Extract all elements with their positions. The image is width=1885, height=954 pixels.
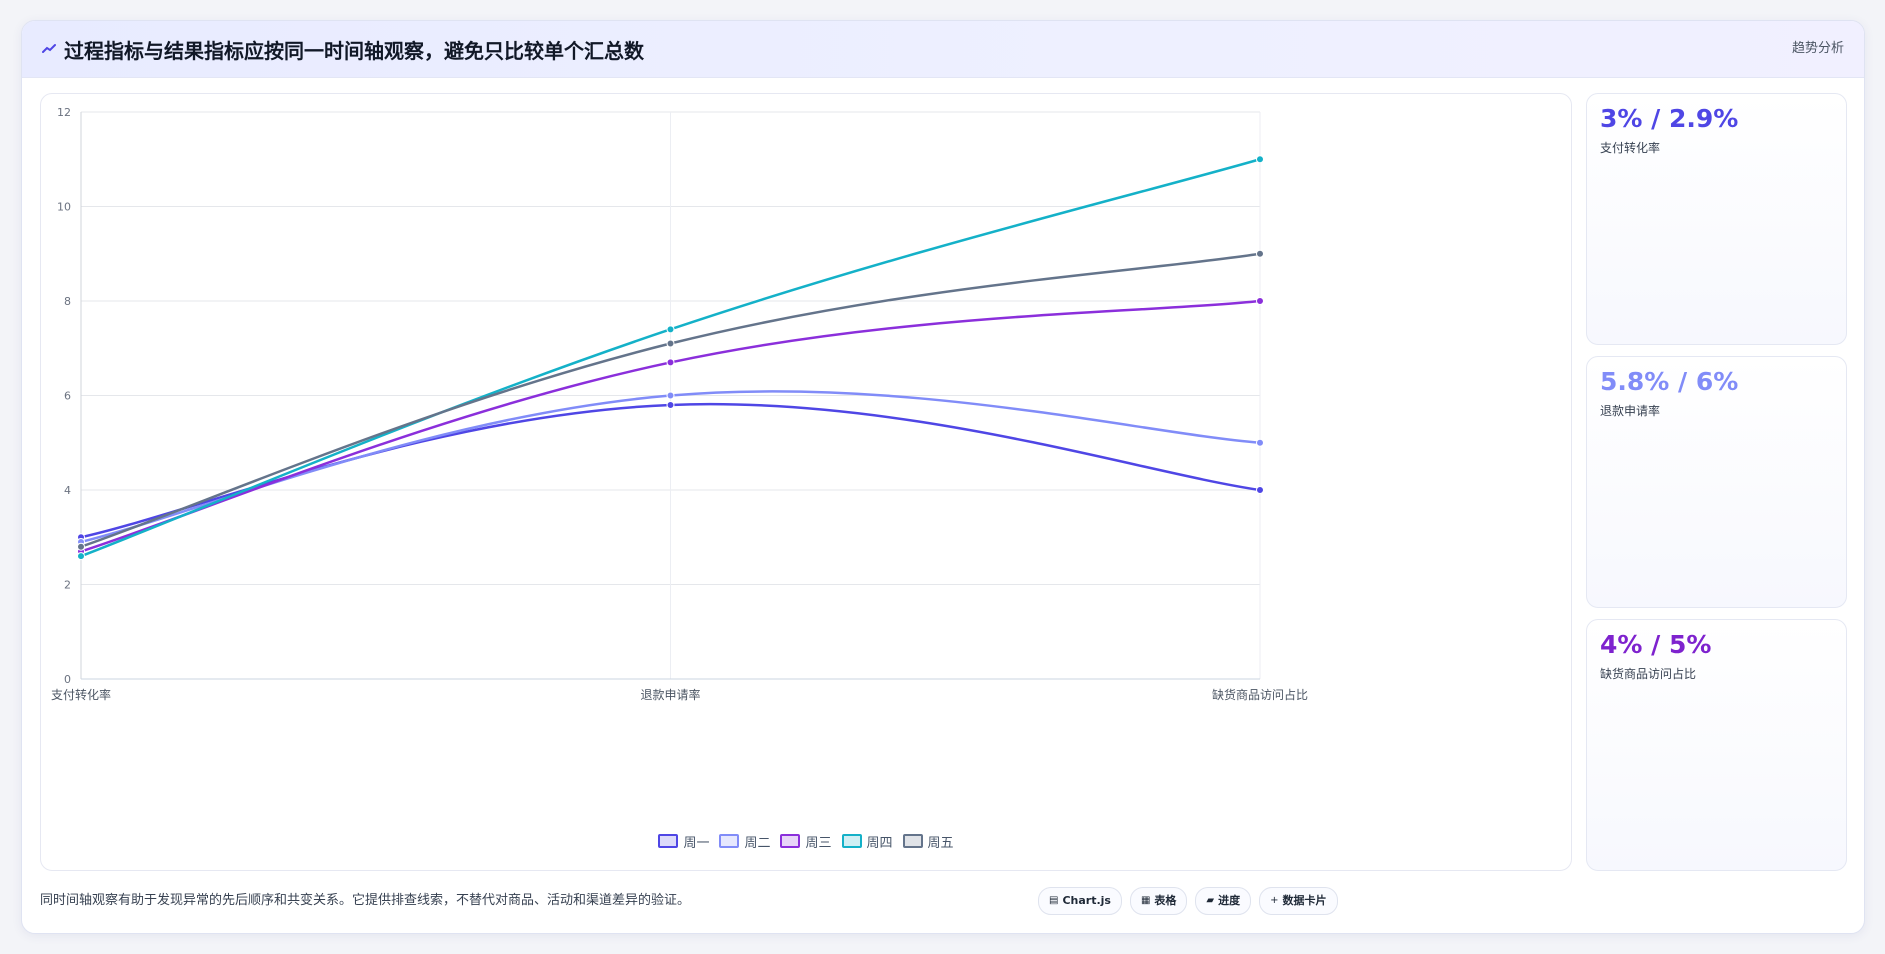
- data-point: [77, 542, 85, 551]
- kpi-card-stockout: 4% / 5% 缺货商品访问占比: [1586, 619, 1847, 871]
- data-point: [1256, 297, 1264, 305]
- data-point: [1256, 486, 1264, 494]
- chip-label: Chart.js: [1062, 894, 1111, 907]
- data-point: [1256, 438, 1264, 447]
- legend-label: 周二: [744, 835, 771, 851]
- kpi-value: 3% / 2.9%: [1600, 104, 1739, 133]
- legend-swatch: [658, 834, 679, 848]
- y-tick-label: 2: [64, 579, 71, 592]
- data-point: [666, 400, 675, 409]
- page-title: 过程指标与结果指标应按同一时间轴观察，避免只比较单个汇总数: [64, 38, 644, 63]
- x-tick-label: 退款申请率: [640, 687, 700, 702]
- x-tick-label: 支付转化率: [51, 687, 111, 702]
- chip-label: 数据卡片: [1282, 894, 1327, 907]
- legend-item[interactable]: 周四: [841, 832, 893, 851]
- y-tick-label: 6: [64, 390, 71, 403]
- chart-icon: ▤: [1049, 895, 1059, 906]
- y-tick-label: 8: [64, 295, 71, 308]
- card-icon: +: [1270, 895, 1279, 906]
- legend-label: 周四: [866, 835, 893, 851]
- data-point: [666, 339, 675, 348]
- data-point: [666, 325, 675, 334]
- y-tick-label: 10: [57, 201, 71, 214]
- legend-swatch: [719, 834, 740, 848]
- kpi-label: 退款申请率: [1600, 404, 1661, 418]
- legend-item[interactable]: 周五: [902, 832, 954, 851]
- kpi-card-refund: 5.8% / 6% 退款申请率: [1586, 356, 1847, 608]
- kpi-label: 缺货商品访问占比: [1600, 667, 1697, 681]
- legend-label: 周五: [927, 835, 954, 851]
- y-tick-label: 4: [64, 484, 71, 497]
- chip-chartjs[interactable]: ▤ Chart.js: [1038, 887, 1122, 915]
- chip-label: 表格: [1154, 894, 1177, 907]
- table-icon: ▦: [1140, 895, 1151, 906]
- section-tag: 趋势分析: [1791, 41, 1844, 56]
- chip-label: 进度: [1218, 894, 1241, 907]
- kpi-value: 4% / 5%: [1600, 630, 1712, 659]
- kpi-card-payment: 3% / 2.9% 支付转化率: [1586, 93, 1847, 345]
- x-tick-label: 缺货商品访问占比: [1212, 687, 1308, 702]
- legend-item[interactable]: 周三: [780, 832, 832, 851]
- chip-progress[interactable]: ▰ 进度: [1195, 887, 1252, 915]
- kpi-value: 5.8% / 6%: [1600, 367, 1739, 396]
- data-point: [666, 391, 675, 400]
- line-chart: 0 2 4 6 8 10 12 支付转化率 退款申请率 缺货商品访问占比: [51, 106, 1308, 702]
- footer-note: 同时间轴观察有助于发现异常的先后顺序和共变关系。它提供排查线索，不替代对商品、活…: [40, 893, 691, 908]
- kpi-label: 支付转化率: [1600, 141, 1661, 155]
- legend-swatch: [780, 834, 801, 848]
- panel-header: 过程指标与结果指标应按同一时间轴观察，避免只比较单个汇总数 趋势分析: [22, 21, 1864, 78]
- data-point: [666, 358, 675, 367]
- chart-card: 0 2 4 6 8 10 12 支付转化率 退款申请率 缺货商品访问占比 周一 周二 周三 周四 周五: [40, 93, 1572, 871]
- legend-label: 周三: [805, 835, 832, 851]
- view-switcher: ▤ Chart.js ▦ 表格 ▰ 进度 + 数据卡片: [1038, 887, 1338, 915]
- trend-icon: [42, 44, 56, 53]
- legend-label: 周一: [683, 835, 710, 851]
- legend-item[interactable]: 周一: [658, 832, 710, 851]
- data-point: [1256, 155, 1264, 164]
- y-tick-label: 0: [64, 673, 71, 686]
- y-tick-label: 12: [57, 106, 71, 119]
- chip-table[interactable]: ▦ 表格: [1129, 887, 1188, 915]
- legend-item[interactable]: 周二: [719, 832, 771, 851]
- legend-swatch: [902, 834, 923, 848]
- dashboard-panel: 过程指标与结果指标应按同一时间轴观察，避免只比较单个汇总数 趋势分析 0 2 4 6 8…: [21, 20, 1865, 934]
- progress-icon: ▰: [1206, 895, 1215, 906]
- chart-legend: 周一 周二 周三 周四 周五: [41, 832, 1571, 851]
- data-point: [77, 552, 85, 561]
- legend-swatch: [841, 834, 862, 848]
- data-point: [1256, 249, 1264, 258]
- chip-data-card[interactable]: + 数据卡片: [1259, 887, 1338, 915]
